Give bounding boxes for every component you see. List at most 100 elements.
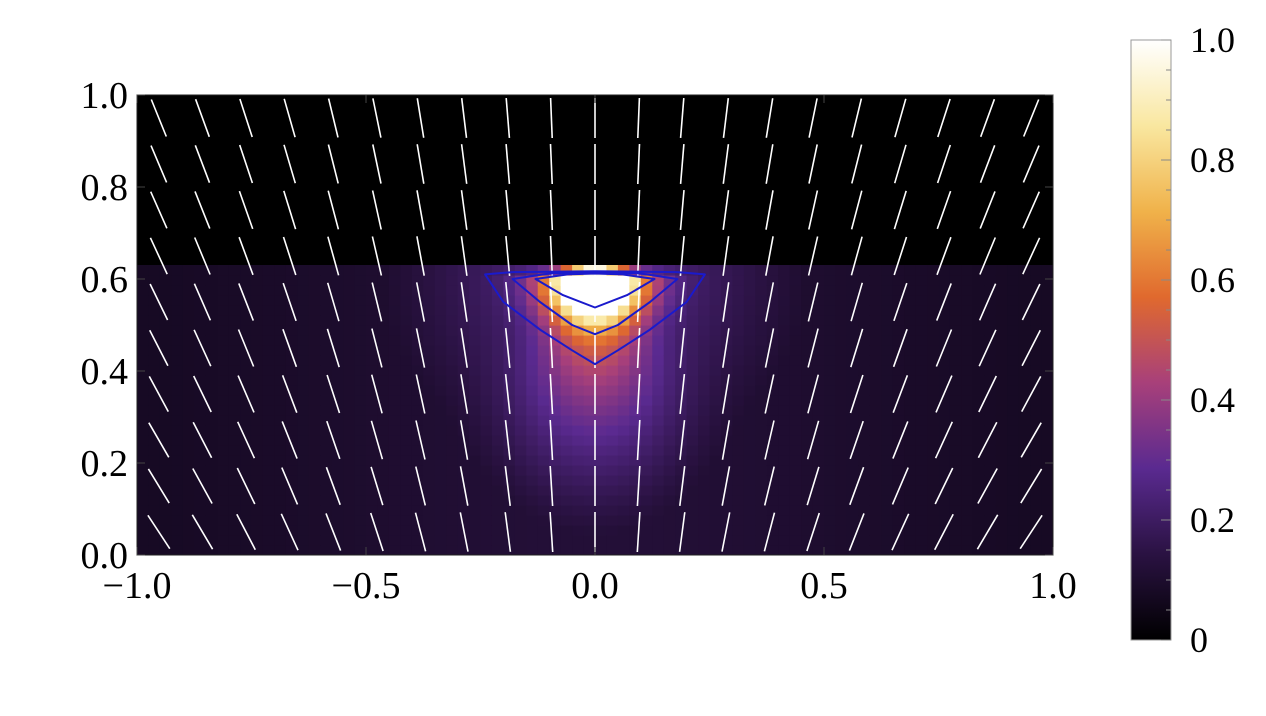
heatmap-cell — [892, 445, 905, 456]
heatmap-cell — [194, 465, 207, 476]
heatmap-cell — [938, 485, 951, 496]
heatmap-cell — [240, 525, 253, 536]
heatmap-cell — [228, 315, 241, 326]
heatmap-cell — [698, 325, 711, 336]
heatmap-cell — [881, 415, 894, 426]
heatmap-cell — [824, 405, 837, 416]
heatmap-cell — [915, 455, 928, 466]
heatmap-cell — [297, 425, 310, 436]
heatmap-cell — [240, 495, 253, 506]
heatmap-cell — [354, 535, 367, 546]
heatmap-cell — [617, 525, 630, 536]
heatmap-cell — [789, 545, 802, 555]
heatmap-cell — [720, 455, 733, 466]
heatmap-cell — [812, 385, 825, 396]
heatmap-cell — [1041, 445, 1053, 456]
heatmap-cell — [343, 455, 356, 466]
heatmap-cell — [698, 445, 711, 456]
heatmap-cell — [274, 315, 287, 326]
heatmap-cell — [137, 355, 150, 366]
heatmap-cell — [927, 365, 940, 376]
heatmap-cell — [491, 445, 504, 456]
director-segment — [193, 329, 212, 367]
heatmap-cell — [617, 395, 630, 406]
heatmap-cell — [503, 325, 516, 336]
director-segment — [415, 420, 426, 460]
heatmap-cell — [297, 525, 310, 536]
heatmap-cell — [617, 325, 630, 336]
heatmap-cell — [995, 545, 1008, 555]
heatmap-cell — [869, 545, 882, 555]
heatmap-cell — [274, 525, 287, 536]
heatmap-cell — [205, 265, 218, 276]
director-segment — [679, 98, 685, 138]
heatmap-cell — [148, 535, 161, 546]
heatmap-cell — [480, 465, 493, 476]
heatmap-cell — [171, 505, 184, 516]
heatmap-cell — [824, 435, 837, 446]
heatmap-cell — [1007, 315, 1020, 326]
heatmap-cell — [778, 505, 791, 516]
heatmap-cell — [148, 445, 161, 456]
heatmap-cell — [423, 435, 436, 446]
heatmap-cell — [961, 495, 974, 506]
heatmap-cell — [251, 395, 264, 406]
director-segment — [327, 98, 339, 138]
heatmap-cell — [537, 385, 550, 396]
heatmap-cell — [1030, 415, 1043, 426]
heatmap-cell — [366, 535, 379, 546]
heatmap-cell — [984, 455, 997, 466]
heatmap-cell — [1041, 395, 1053, 406]
heatmap-cell — [892, 375, 905, 386]
heatmap-cell — [537, 475, 550, 486]
heatmap-cell — [663, 445, 676, 456]
heatmap-cell — [904, 295, 917, 306]
heatmap-cell — [526, 455, 539, 466]
heatmap-cell — [343, 345, 356, 356]
heatmap-cell — [1018, 405, 1031, 416]
heatmap-cell — [434, 305, 447, 316]
heatmap-cell — [537, 325, 550, 336]
heatmap-cell — [629, 385, 642, 396]
heatmap-cell — [904, 355, 917, 366]
heatmap-cell — [560, 515, 573, 526]
heatmap-cell — [446, 275, 459, 286]
heatmap-cell — [938, 345, 951, 356]
heatmap-cell — [824, 275, 837, 286]
heatmap-cell — [514, 445, 527, 456]
heatmap-cell — [572, 335, 585, 346]
heatmap-cell — [320, 395, 333, 406]
heatmap-cell — [262, 395, 275, 406]
heatmap-cell — [137, 265, 150, 276]
heatmap-cell — [961, 525, 974, 536]
heatmap-cell — [846, 415, 859, 426]
heatmap-cell — [480, 345, 493, 356]
heatmap-cell — [824, 355, 837, 366]
heatmap-cell — [182, 415, 195, 426]
heatmap-cell — [789, 285, 802, 296]
heatmap-cell — [583, 455, 596, 466]
heatmap-cell — [411, 455, 424, 466]
heatmap-cell — [984, 535, 997, 546]
heatmap-cell — [949, 335, 962, 346]
x-axis-tick-labels: −1.0 −0.5 0.0 0.5 1.0 — [103, 565, 1077, 607]
heatmap-cell — [663, 435, 676, 446]
heatmap-cell — [1007, 285, 1020, 296]
director-segment — [936, 144, 952, 184]
heatmap-cell — [972, 515, 985, 526]
director-segment — [934, 421, 954, 459]
heatmap-cell — [377, 435, 390, 446]
heatmap-cell — [869, 505, 882, 516]
heatmap-cell — [377, 415, 390, 426]
heatmap-cell — [720, 355, 733, 366]
heatmap-cell — [640, 475, 653, 486]
heatmap-cell — [961, 295, 974, 306]
heatmap-cell — [503, 515, 516, 526]
heatmap-cell — [858, 275, 871, 286]
director-segment — [979, 98, 996, 138]
heatmap-cell — [549, 365, 562, 376]
heatmap-cell — [755, 515, 768, 526]
heatmap-cell — [343, 545, 356, 555]
heatmap-cell — [1018, 425, 1031, 436]
heatmap-cell — [549, 435, 562, 446]
